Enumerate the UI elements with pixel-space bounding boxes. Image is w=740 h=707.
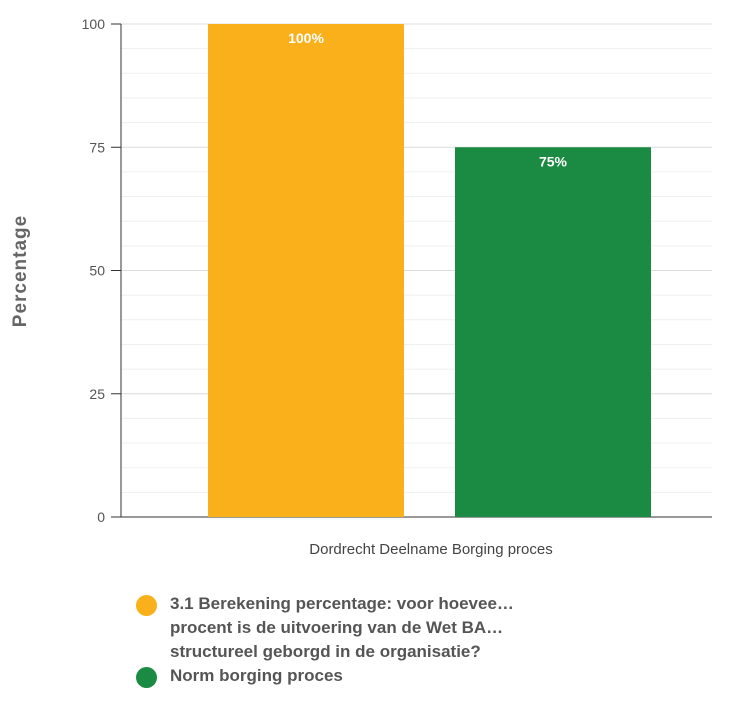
y-tick-label: 75	[89, 139, 105, 155]
y-axis-ticks: 0 25 50 75 100	[82, 16, 121, 525]
legend-label-line: Norm borging proces	[170, 666, 343, 685]
legend-marker-icon	[136, 667, 157, 688]
legend-label: 3.1 Berekening percentage: voor hoevee… …	[170, 592, 690, 664]
legend-label-line: procent is de uitvoering van de Wet BA…	[170, 618, 504, 637]
x-category-label: Dordrecht Deelname Borging proces	[309, 541, 552, 558]
bar-series-2[interactable]	[455, 147, 651, 517]
bar-series-1[interactable]	[208, 24, 404, 517]
legend-label-line: 3.1 Berekening percentage: voor hoevee…	[170, 594, 514, 613]
bar-data-label: 75%	[539, 153, 568, 169]
legend-label-line: structureel geborgd in de organisatie?	[170, 642, 481, 661]
y-tick-label: 50	[89, 263, 105, 279]
y-tick-label: 0	[97, 509, 105, 525]
legend: 3.1 Berekening percentage: voor hoevee… …	[136, 592, 696, 688]
y-tick-label: 25	[89, 386, 105, 402]
legend-item-series-2[interactable]: Norm borging proces	[136, 664, 696, 688]
y-tick-label: 100	[82, 16, 106, 32]
bar-chart: 0 25 50 75 100 100% 75% Percentage Dordrecht …	[10, 16, 712, 558]
legend-label: Norm borging proces	[170, 664, 690, 688]
bar-data-label: 100%	[288, 30, 324, 46]
y-axis-label: Percentage	[10, 215, 31, 327]
bars: 100% 75%	[208, 24, 651, 517]
legend-item-series-1[interactable]: 3.1 Berekening percentage: voor hoevee… …	[136, 592, 696, 664]
legend-marker-icon	[136, 595, 157, 616]
